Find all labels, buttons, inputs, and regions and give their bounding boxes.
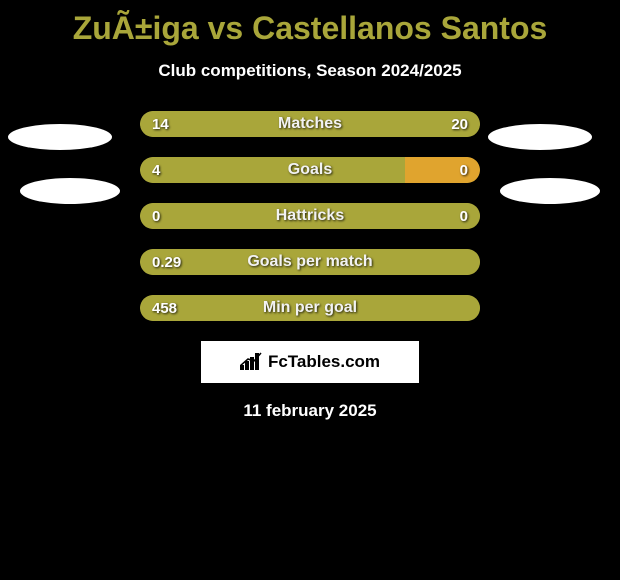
stat-value-left: 14 <box>152 111 169 137</box>
stat-value-left: 0 <box>152 203 160 229</box>
stat-value-left: 4 <box>152 157 160 183</box>
date-text: 11 february 2025 <box>0 401 620 421</box>
brand-text: FcTables.com <box>268 352 380 372</box>
stat-label: Hattricks <box>140 203 480 229</box>
stat-value-right: 20 <box>451 111 468 137</box>
stat-label: Goals <box>140 157 480 183</box>
side-oval <box>488 124 592 150</box>
stat-row: Goals4 0 <box>140 157 480 183</box>
stat-label: Goals per match <box>140 249 480 275</box>
brand-box[interactable]: FcTables.com <box>201 341 419 383</box>
stat-row: Goals per match0.29 <box>140 249 480 275</box>
stat-label: Min per goal <box>140 295 480 321</box>
bar-chart-icon <box>240 352 262 372</box>
side-oval <box>20 178 120 204</box>
stat-row: Matches14 20 <box>140 111 480 137</box>
stat-value-right: 0 <box>460 203 468 229</box>
stat-value-left: 458 <box>152 295 177 321</box>
page-title: ZuÃ±iga vs Castellanos Santos <box>0 0 620 47</box>
subtitle: Club competitions, Season 2024/2025 <box>0 61 620 81</box>
stat-row: Min per goal458 <box>140 295 480 321</box>
stat-value-left: 0.29 <box>152 249 181 275</box>
stat-label: Matches <box>140 111 480 137</box>
stat-value-right: 0 <box>460 157 468 183</box>
side-oval <box>8 124 112 150</box>
side-oval <box>500 178 600 204</box>
stat-row: Hattricks0 0 <box>140 203 480 229</box>
